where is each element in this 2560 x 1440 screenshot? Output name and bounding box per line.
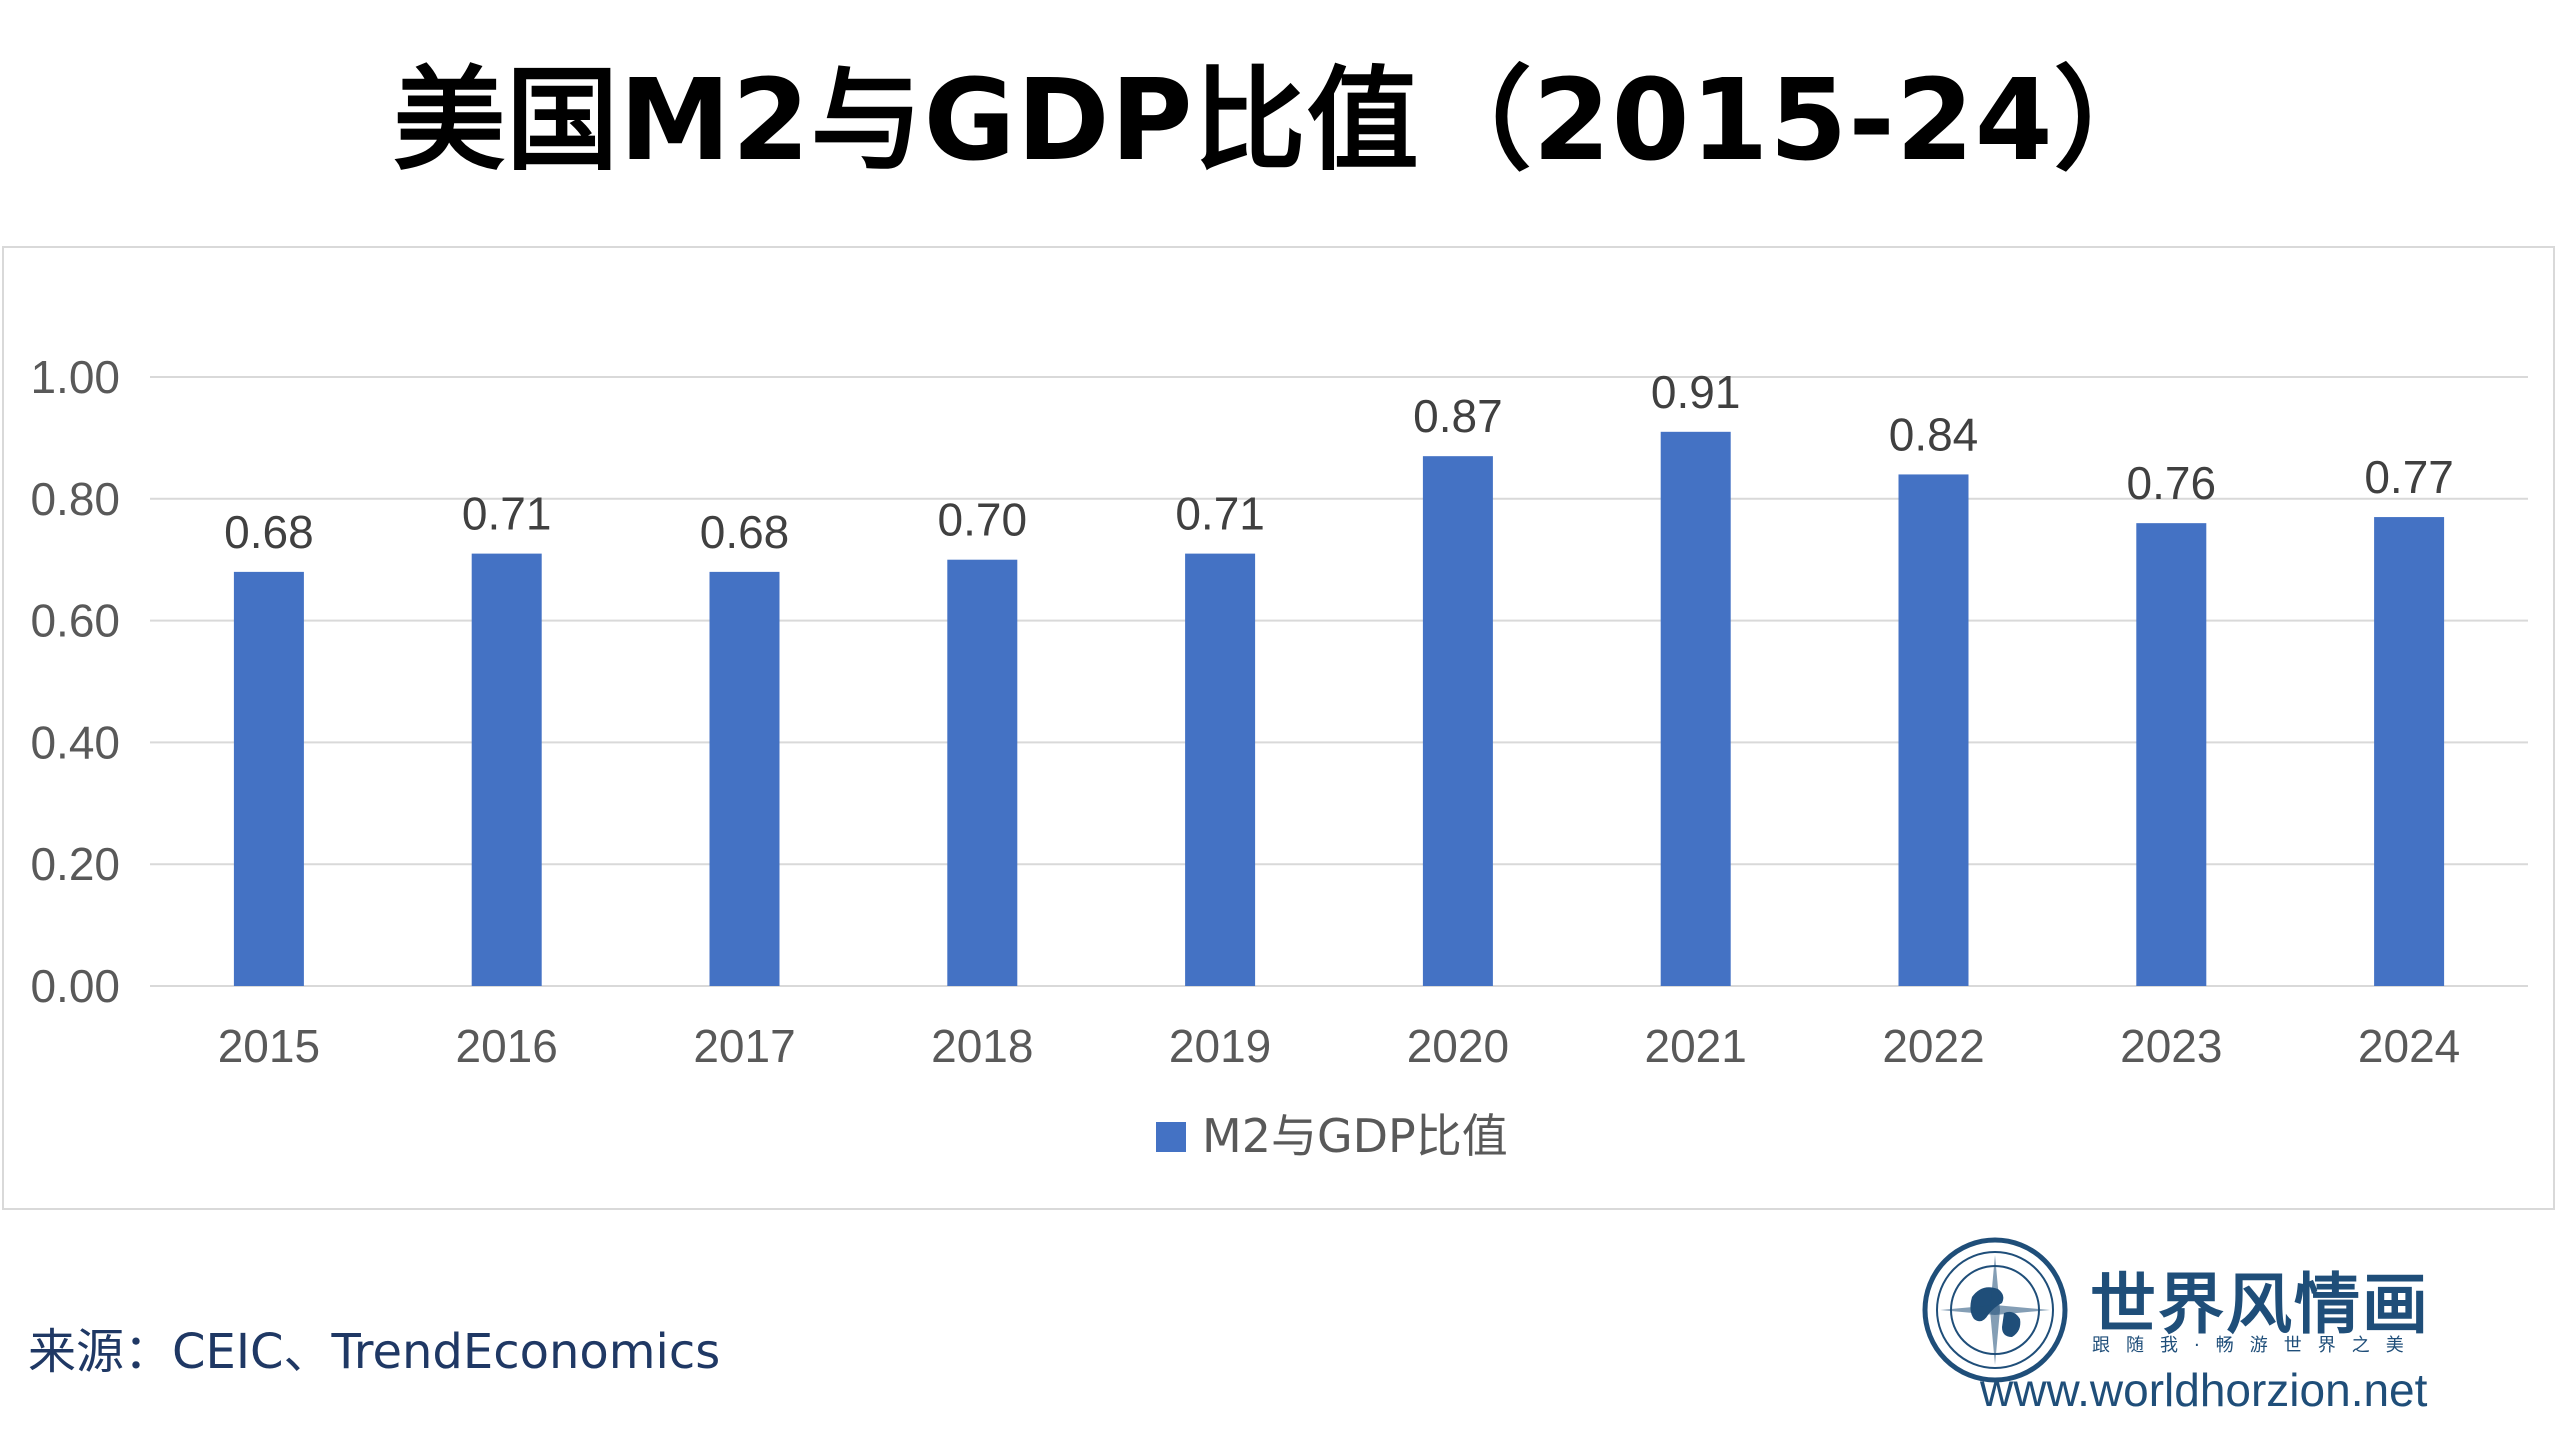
legend-label: M2与GDP比值: [1202, 1109, 1508, 1163]
data-label: 0.71: [462, 488, 552, 540]
x-tick-label: 2022: [1882, 1020, 1984, 1072]
bar-2024[interactable]: [2374, 517, 2445, 986]
y-tick-label: 0.00: [30, 960, 120, 1012]
data-label: 0.87: [1413, 390, 1503, 442]
x-tick-label: 2019: [1169, 1020, 1271, 1072]
data-label: 0.84: [1889, 408, 1979, 460]
website-link[interactable]: www.worldhorzion.net: [1980, 1364, 2428, 1416]
brand-name: 世界风情画: [2090, 1266, 2430, 1343]
bar-2022[interactable]: [1898, 474, 1969, 986]
x-tick-label: 2016: [456, 1020, 558, 1072]
x-tick-label: 2015: [218, 1020, 320, 1072]
chart-title: 美国M2与GDP比值（2015-24）: [393, 56, 2167, 186]
brand-logo[interactable]: 世界风情画 跟随我·畅游世界之美 www.worldhorzion.net: [1920, 1235, 2480, 1425]
legend-swatch: [1156, 1122, 1186, 1152]
data-label: 0.70: [938, 494, 1028, 546]
bar-2017[interactable]: [709, 571, 780, 986]
chart-frame: [2, 246, 2555, 1210]
bar-2018[interactable]: [947, 559, 1018, 986]
bar-2016[interactable]: [471, 553, 542, 986]
data-label: 0.71: [1175, 488, 1265, 540]
data-label: 0.77: [2364, 451, 2454, 503]
x-tick-label: 2021: [1645, 1020, 1747, 1072]
y-tick-label: 1.00: [30, 351, 120, 403]
data-label: 0.91: [1651, 366, 1741, 418]
x-tick-label: 2017: [693, 1020, 795, 1072]
y-tick-label: 0.60: [30, 595, 120, 647]
x-tick-label: 2018: [931, 1020, 1033, 1072]
data-label: 0.68: [224, 506, 314, 558]
x-tick-label: 2024: [2358, 1020, 2460, 1072]
globe-compass-icon: [1922, 1237, 2068, 1383]
brand-tagline: 跟随我·畅游世界之美: [2092, 1335, 2420, 1356]
bar-2023[interactable]: [2136, 523, 2207, 986]
data-label: 0.76: [2127, 457, 2217, 509]
bar-2019[interactable]: [1185, 553, 1256, 986]
y-tick-label: 0.20: [30, 838, 120, 890]
y-tick-label: 0.40: [30, 716, 120, 768]
bar-2021[interactable]: [1660, 431, 1731, 986]
bar-2020[interactable]: [1422, 456, 1493, 986]
bar-2015[interactable]: [233, 571, 304, 986]
data-label: 0.68: [700, 506, 790, 558]
x-tick-label: 2023: [2120, 1020, 2222, 1072]
source-note: 来源：CEIC、TrendEconomics: [28, 1324, 721, 1380]
x-tick-label: 2020: [1407, 1020, 1509, 1072]
y-tick-label: 0.80: [30, 473, 120, 525]
